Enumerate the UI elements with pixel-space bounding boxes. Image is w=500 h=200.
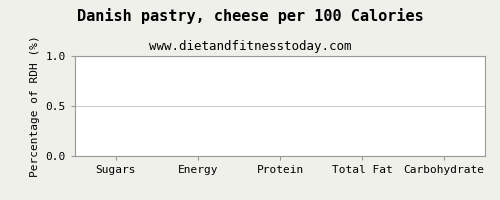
Y-axis label: Percentage of RDH (%): Percentage of RDH (%) bbox=[30, 35, 40, 177]
Text: www.dietandfitnesstoday.com: www.dietandfitnesstoday.com bbox=[149, 40, 351, 53]
Text: Danish pastry, cheese per 100 Calories: Danish pastry, cheese per 100 Calories bbox=[76, 8, 424, 24]
